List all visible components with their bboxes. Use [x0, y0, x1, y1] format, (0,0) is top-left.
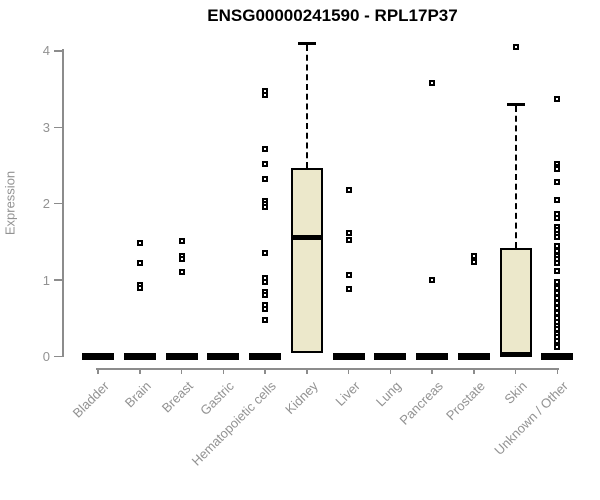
- median-line: [499, 351, 532, 357]
- upper-whisker: [305, 45, 308, 168]
- outlier-point: [262, 306, 268, 313]
- outlier-point: [345, 285, 352, 292]
- outlier-point: [262, 203, 268, 210]
- outlier-point: [429, 79, 435, 86]
- outlier-point: [554, 215, 561, 222]
- x-axis-tick: [222, 368, 224, 374]
- x-axis-tick: [97, 368, 99, 374]
- outlier-point: [554, 290, 561, 297]
- y-tick-label: 2: [42, 196, 50, 212]
- x-axis-line: [96, 368, 560, 370]
- outlier-point: [554, 278, 561, 285]
- y-tick-label: 4: [42, 43, 50, 59]
- collapsed-box: [165, 353, 198, 360]
- y-axis-line: [62, 49, 64, 358]
- collapsed-box: [457, 353, 490, 360]
- y-tick-label: 1: [42, 272, 50, 288]
- collapsed-box: [123, 353, 156, 360]
- whisker-cap: [506, 102, 525, 106]
- outlier-point: [554, 166, 561, 173]
- y-axis-label: Expression: [2, 170, 18, 236]
- x-axis-tick: [264, 368, 266, 374]
- outlier-point: [262, 249, 268, 256]
- y-tick-label: 0: [42, 349, 50, 364]
- outlier-point: [262, 278, 268, 285]
- outlier-point: [554, 309, 561, 316]
- outlier-point: [178, 269, 185, 276]
- outlier-point: [262, 316, 268, 323]
- y-axis-tick: [54, 355, 62, 358]
- median-line: [290, 234, 323, 240]
- collapsed-box: [416, 353, 448, 360]
- y-tick-label: 3: [42, 119, 50, 135]
- x-axis-tick: [180, 368, 183, 374]
- x-axis-tick: [347, 368, 350, 374]
- x-axis-tick: [431, 368, 433, 374]
- collapsed-box: [541, 353, 574, 360]
- x-axis-tick: [139, 368, 141, 374]
- x-axis-tick: [389, 368, 391, 374]
- outlier-point: [554, 260, 561, 267]
- outlier-point: [345, 237, 352, 244]
- outlier-point: [262, 176, 268, 183]
- collapsed-box: [374, 353, 407, 360]
- outlier-point: [554, 300, 561, 307]
- outlier-point: [136, 259, 143, 266]
- y-axis-tick: [54, 202, 62, 205]
- outlier-point: [345, 230, 352, 237]
- outlier-point: [554, 343, 561, 350]
- outlier-point: [262, 292, 268, 299]
- outlier-point: [178, 256, 185, 263]
- y-axis-tick: [54, 50, 62, 52]
- whisker-cap: [297, 41, 316, 45]
- x-axis-tick: [514, 368, 517, 374]
- collapsed-box: [82, 353, 114, 360]
- outlier-point: [470, 258, 477, 265]
- outlier-point: [345, 271, 352, 278]
- outlier-point: [512, 44, 519, 51]
- outlier-point: [136, 284, 143, 291]
- x-axis-tick: [306, 368, 308, 374]
- outlier-point: [554, 233, 561, 240]
- outlier-point: [554, 284, 561, 291]
- outlier-point: [262, 92, 268, 99]
- outlier-point: [178, 238, 185, 245]
- outlier-point: [136, 239, 143, 246]
- collapsed-box: [249, 353, 281, 360]
- outlier-point: [262, 146, 268, 153]
- y-axis-tick: [54, 279, 62, 281]
- outlier-point: [554, 338, 561, 345]
- upper-whisker: [514, 106, 517, 248]
- x-axis-tick: [473, 368, 475, 374]
- outlier-point: [345, 186, 352, 193]
- box: [290, 167, 323, 354]
- outlier-point: [554, 96, 561, 103]
- collapsed-box: [332, 353, 365, 360]
- outlier-point: [554, 267, 561, 274]
- outlier-point: [554, 178, 561, 185]
- y-axis-tick: [54, 126, 62, 129]
- x-axis-tick: [556, 368, 558, 374]
- outlier-point: [262, 160, 268, 167]
- outlier-point: [470, 252, 477, 259]
- outlier-point: [429, 277, 435, 284]
- chart-title: ENSG00000241590 - RPL17P37: [207, 6, 458, 25]
- box: [499, 248, 532, 357]
- collapsed-box: [207, 353, 240, 360]
- outlier-point: [554, 196, 561, 203]
